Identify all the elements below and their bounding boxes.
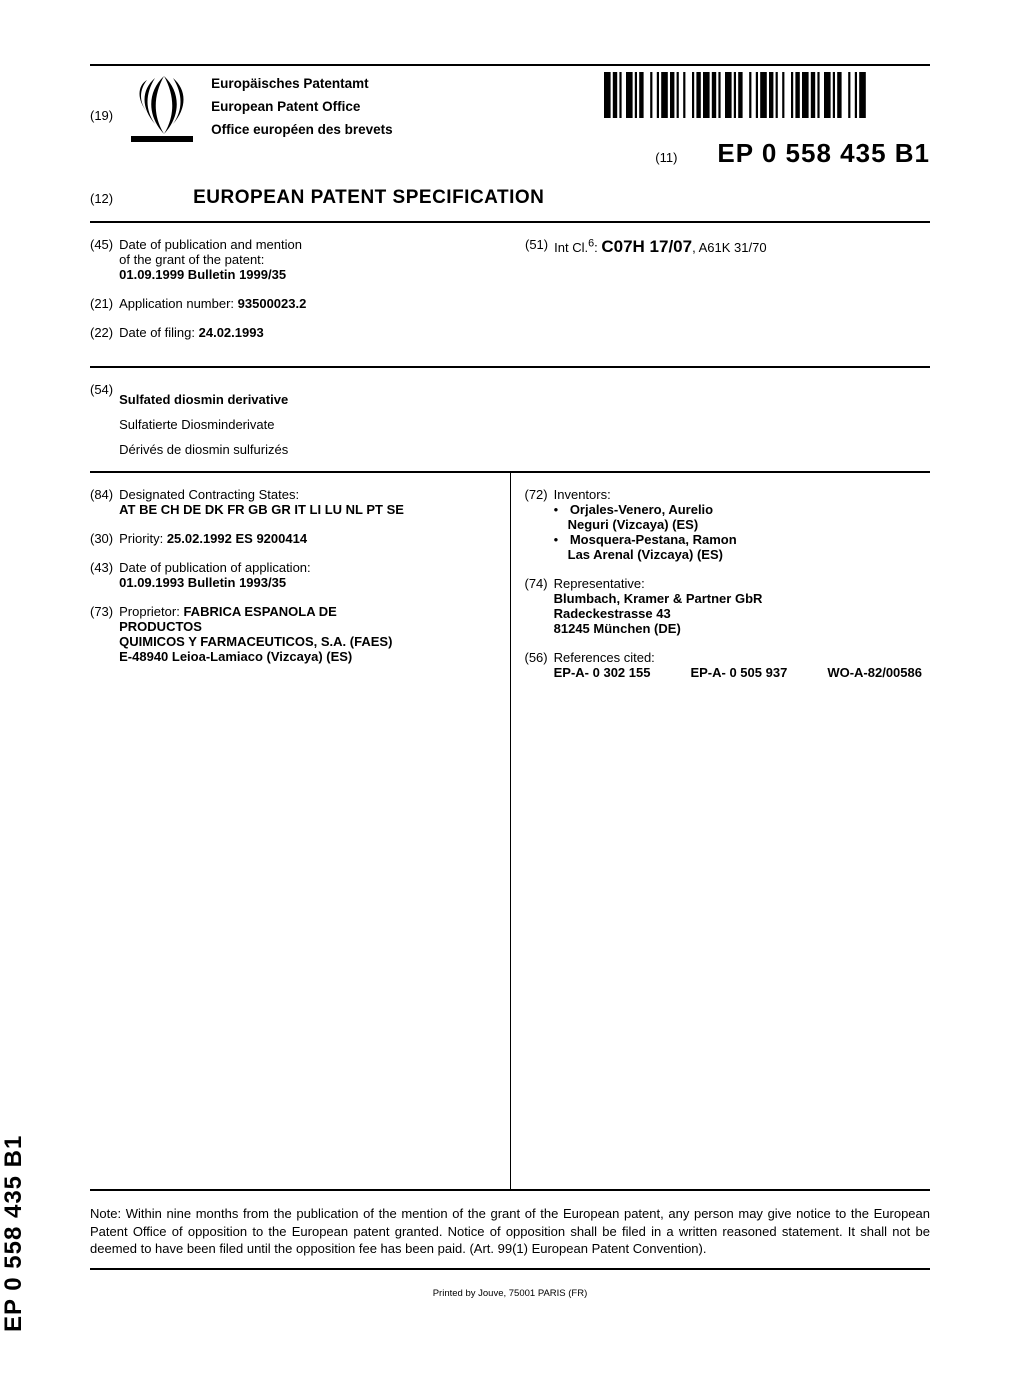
item74-addr1: Radeckestrasse 43 xyxy=(554,606,930,621)
item51-main: C07H 17/07 xyxy=(601,237,692,256)
item73-name2: PRODUCTOS xyxy=(119,619,495,634)
document-type: EUROPEAN PATENT SPECIFICATION xyxy=(193,187,544,209)
inid-56: (56) xyxy=(525,650,548,680)
item72-label: Inventors: xyxy=(554,487,930,502)
inid-54: (54) xyxy=(90,382,113,467)
inid-51: (51) xyxy=(525,237,548,257)
inid-30: (30) xyxy=(90,531,113,546)
item43-value: 01.09.1993 Bulletin 1993/35 xyxy=(119,575,495,590)
item21-label: Application number: xyxy=(119,296,234,311)
item74-addr2: 81245 München (DE) xyxy=(554,621,930,636)
inid-21: (21) xyxy=(90,296,113,311)
office-name-fr: Office européen des brevets xyxy=(211,122,393,137)
item21-value: 93500023.2 xyxy=(238,296,307,311)
inventor-name: Mosquera-Pestana, Ramon xyxy=(570,532,737,547)
inventor-addr: Neguri (Vizcaya) (ES) xyxy=(568,517,930,532)
inid-74: (74) xyxy=(525,576,548,636)
inventor-name: Orjales-Venero, Aurelio xyxy=(570,502,713,517)
inid-72: (72) xyxy=(525,487,548,562)
publication-number: EP 0 558 435 B1 xyxy=(717,138,930,169)
item51-label: Int Cl. xyxy=(554,240,588,255)
item43-label: Date of publication of application: xyxy=(119,560,495,575)
title-de: Sulfatierte Diosminderivate xyxy=(119,417,930,432)
inventor-addr: Las Arenal (Vizcaya) (ES) xyxy=(568,547,930,562)
inid-43: (43) xyxy=(90,560,113,590)
office-name-de: Europäisches Patentamt xyxy=(211,76,393,91)
inid-19: (19) xyxy=(90,108,113,123)
item74-name: Blumbach, Kramer & Partner GbR xyxy=(554,591,930,606)
ref-cited: WO-A-82/00586 xyxy=(827,665,922,680)
item84-label: Designated Contracting States: xyxy=(119,487,495,502)
item56-label: References cited: xyxy=(554,650,930,665)
barcode xyxy=(600,72,930,118)
printer-line: Printed by Jouve, 75001 PARIS (FR) xyxy=(90,1288,930,1299)
item22-value: 24.02.1993 xyxy=(199,325,264,340)
inid-45: (45) xyxy=(90,237,113,282)
epo-logo xyxy=(131,72,193,147)
item73-label: Proprietor: xyxy=(119,604,180,619)
inid-11: (11) xyxy=(655,150,677,165)
inid-73: (73) xyxy=(90,604,113,664)
ref-cited: EP-A- 0 505 937 xyxy=(690,665,787,680)
inid-84: (84) xyxy=(90,487,113,517)
list-item: Orjales-Venero, Aurelio Neguri (Vizcaya)… xyxy=(568,502,930,532)
item22-label: Date of filing: xyxy=(119,325,195,340)
item45-label2: of the grant of the patent: xyxy=(119,252,495,267)
ref-cited: EP-A- 0 302 155 xyxy=(554,665,651,680)
item30-value: 25.02.1992 ES 9200414 xyxy=(167,531,307,546)
inid-22: (22) xyxy=(90,325,113,340)
title-en: Sulfated diosmin derivative xyxy=(119,392,930,407)
office-name-en: European Patent Office xyxy=(211,99,393,114)
title-fr: Dérivés de diosmin sulfurizés xyxy=(119,442,930,457)
inid-12: (12) xyxy=(90,191,113,206)
list-item: Mosquera-Pestana, Ramon Las Arenal (Vizc… xyxy=(568,532,930,562)
item45-value: 01.09.1999 Bulletin 1999/35 xyxy=(119,267,495,282)
side-publication-number: EP 0 558 435 B1 xyxy=(0,1135,28,1332)
item73-addr: E-48940 Leioa-Lamiaco (Vizcaya) (ES) xyxy=(119,649,495,664)
item73-name1: FABRICA ESPANOLA DE xyxy=(183,604,336,619)
item73-name3: QUIMICOS Y FARMACEUTICOS, S.A. (FAES) xyxy=(119,634,495,649)
item74-label: Representative: xyxy=(554,576,930,591)
item84-value: AT BE CH DE DK FR GB GR IT LI LU NL PT S… xyxy=(119,502,495,517)
item30-label: Priority: xyxy=(119,531,163,546)
opposition-note: Note: Within nine months from the public… xyxy=(90,1205,930,1258)
item51-secondary: , A61K 31/70 xyxy=(692,240,766,255)
item45-label1: Date of publication and mention xyxy=(119,237,495,252)
